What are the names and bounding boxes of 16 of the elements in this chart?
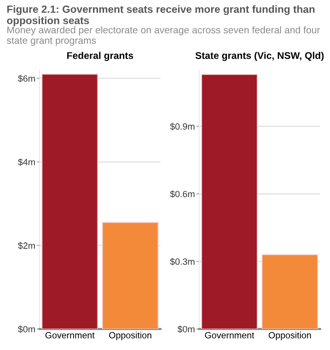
y-tick-label: $2m: [18, 242, 35, 250]
y-tick-label: $6m: [18, 74, 35, 82]
y-tick-label: $4m: [18, 158, 35, 166]
y-tick-label: $0m: [18, 326, 35, 333]
x-tick-label: Government: [205, 332, 254, 338]
text: Money awarded per electorate on average across seven federal and four state grant programs: [6, 26, 320, 46]
caption: Figure 2.1: Government seats receive more grant funding than opposition seats: [7, 5, 314, 26]
x-tick-label: Government: [45, 332, 95, 338]
x-tick-label: Opposition: [268, 332, 311, 340]
y-tick-label: $0.6m: [170, 190, 194, 198]
x-tick-label: Opposition: [109, 332, 152, 340]
y-tick-label: $0.9m: [170, 122, 194, 130]
chart-title: Federal grants: [67, 52, 134, 61]
y-tick-label: $0.3m: [170, 258, 194, 266]
y-tick-label: $0m: [178, 326, 194, 333]
chart-title: State grants (Vic, NSW, Qld): [195, 52, 324, 61]
